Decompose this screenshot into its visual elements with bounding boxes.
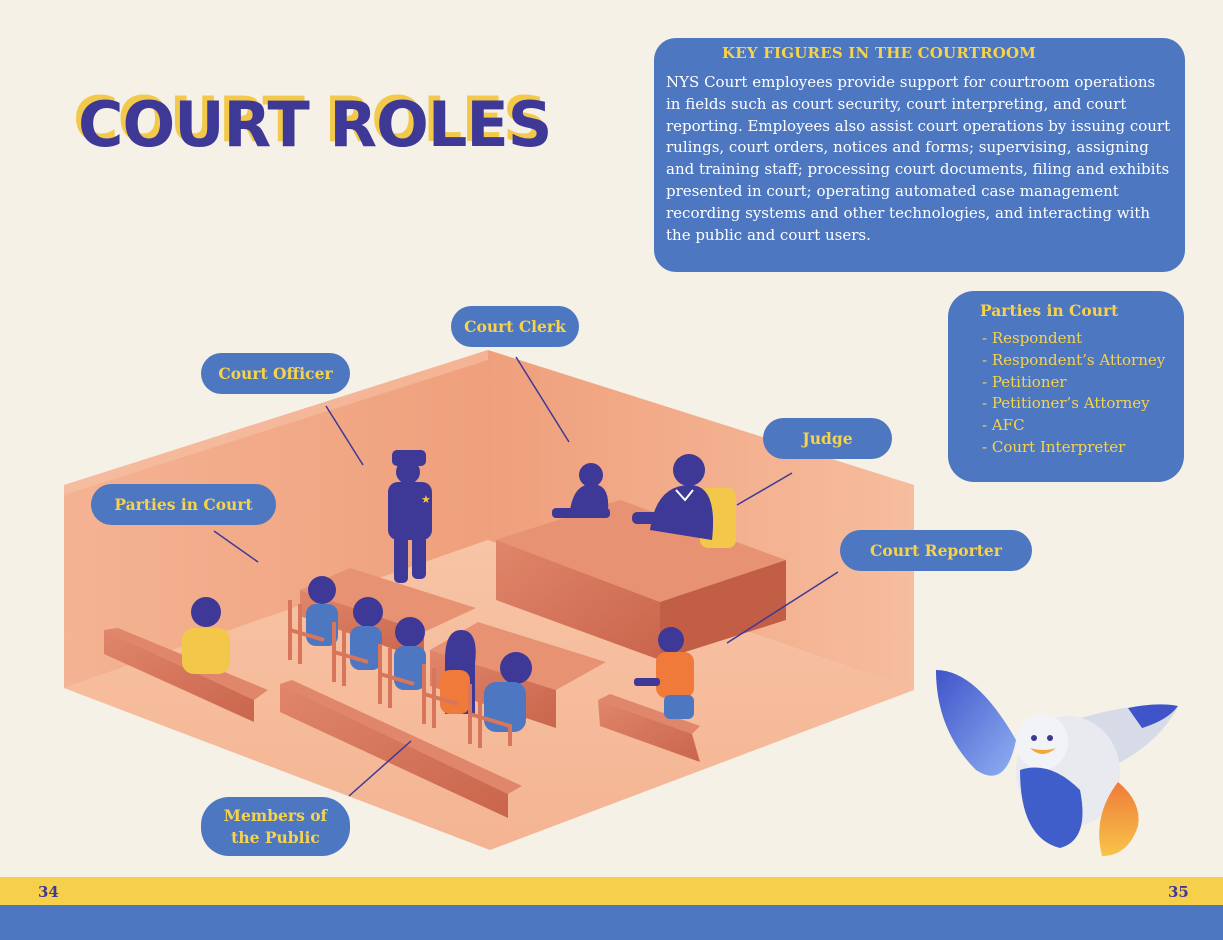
page-number-left: 34 (38, 883, 59, 901)
page-number-right: 35 (1168, 883, 1189, 901)
badge-star-icon: ★ (421, 493, 431, 506)
footer-yellow-band (0, 877, 1223, 905)
parties-in-court-box: Parties in Court - Respondent - Responde… (948, 291, 1184, 482)
key-figures-heading: KEY FIGURES IN THE COURTROOM (722, 44, 1037, 62)
list-item: - Court Interpreter (982, 437, 1126, 456)
members-line-1: Members of (223, 805, 328, 825)
list-item: - Respondent’s Attorney (982, 350, 1166, 369)
public-bench-left (104, 597, 268, 722)
seagull-mascot-icon (936, 670, 1178, 856)
label-court-clerk: Court Clerk (451, 306, 579, 347)
label-court-reporter: Court Reporter (840, 530, 1032, 571)
court-reporter-figure (598, 627, 700, 762)
judge-bench-front (496, 540, 660, 660)
list-item: - Petitioner’s Attorney (982, 394, 1150, 413)
parties-list: - Respondent - Respondent’s Attorney - P… (980, 328, 1174, 459)
courtroom-illustration: ★ (64, 350, 1178, 856)
public-bench-center (280, 680, 522, 818)
label-parties-in-court: Parties in Court (91, 484, 276, 525)
members-line-2: the Public (231, 827, 320, 847)
label-leader-lines (213, 356, 839, 797)
page-title: COURT ROLES (78, 88, 552, 161)
judge-figure (632, 454, 714, 540)
court-clerk-figure (552, 463, 610, 518)
key-figures-body: NYS Court employees provide support for … (666, 73, 1171, 244)
key-figures-box: KEY FIGURES IN THE COURTROOM NYS Court e… (654, 38, 1185, 272)
court-officer-figure (388, 450, 432, 583)
list-item: - AFC (982, 416, 1025, 435)
label-court-officer: Court Officer (201, 353, 350, 394)
parties-box-heading: Parties in Court (980, 301, 1119, 320)
label-judge: Judge (763, 418, 892, 459)
room-left-wall (64, 350, 488, 688)
judge-bench-top (496, 500, 786, 602)
list-item: - Petitioner (982, 372, 1067, 391)
list-item: - Respondent (982, 329, 1083, 347)
footer-blue-band (0, 905, 1223, 940)
label-members-of-public: Members of the Public (201, 797, 350, 856)
